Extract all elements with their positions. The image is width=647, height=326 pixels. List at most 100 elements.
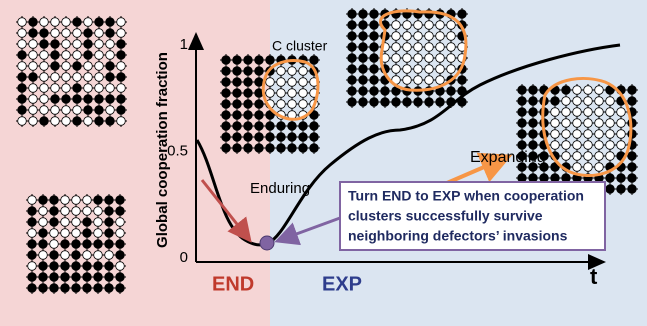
lattice-node bbox=[29, 51, 38, 60]
lattice-node bbox=[29, 29, 38, 38]
lattice-node bbox=[73, 73, 82, 82]
lattice-node bbox=[244, 67, 253, 76]
lattice-node bbox=[83, 273, 92, 282]
lattice-node bbox=[106, 106, 115, 115]
lattice-node bbox=[573, 108, 582, 117]
lattice-node bbox=[51, 40, 60, 49]
lattice-node bbox=[348, 76, 357, 85]
lattice-node bbox=[348, 98, 357, 107]
lattice-node bbox=[50, 262, 59, 271]
lattice-node bbox=[94, 218, 103, 227]
lattice-node bbox=[562, 108, 571, 117]
lattice-node bbox=[95, 84, 104, 93]
lattice-node bbox=[447, 87, 456, 96]
lattice-node bbox=[18, 84, 27, 93]
lattice-node bbox=[73, 95, 82, 104]
lattice-node bbox=[458, 76, 467, 85]
lattice-node bbox=[18, 51, 27, 60]
lattice-node bbox=[83, 207, 92, 216]
lattice-node bbox=[595, 152, 604, 161]
lattice-node bbox=[370, 98, 379, 107]
end-label: END bbox=[212, 273, 254, 295]
lattice-node bbox=[617, 108, 626, 117]
lattice-node bbox=[288, 133, 297, 142]
lattice-node bbox=[518, 86, 527, 95]
lattice-node bbox=[72, 240, 81, 249]
lattice-node bbox=[529, 141, 538, 150]
lattice-node bbox=[299, 144, 308, 153]
lattice-node bbox=[106, 73, 115, 82]
lattice-node bbox=[392, 54, 401, 63]
transition-point bbox=[260, 236, 274, 250]
lattice-node bbox=[73, 117, 82, 126]
lattice-node bbox=[233, 111, 242, 120]
lattice-node bbox=[73, 106, 82, 115]
lattice-node bbox=[436, 76, 445, 85]
lattice-node bbox=[116, 262, 125, 271]
lattice-node bbox=[266, 122, 275, 131]
lattice-node bbox=[28, 251, 37, 260]
lattice-node bbox=[18, 117, 27, 126]
lattice-node bbox=[62, 73, 71, 82]
lattice-node bbox=[51, 62, 60, 71]
lattice-node bbox=[28, 240, 37, 249]
lattice-node bbox=[51, 73, 60, 82]
lattice-node bbox=[40, 73, 49, 82]
lattice-node bbox=[117, 84, 126, 93]
lattice-node bbox=[299, 122, 308, 131]
lattice-node bbox=[51, 29, 60, 38]
lattice-node bbox=[72, 251, 81, 260]
lattice-node bbox=[95, 62, 104, 71]
lattice-node bbox=[518, 141, 527, 150]
lattice-node bbox=[61, 251, 70, 260]
lattice-node bbox=[233, 144, 242, 153]
lattice-node bbox=[106, 84, 115, 93]
lattice-node bbox=[29, 18, 38, 27]
lattice-node bbox=[348, 65, 357, 74]
lattice-node bbox=[628, 152, 637, 161]
lattice-node bbox=[244, 122, 253, 131]
lattice-node bbox=[436, 65, 445, 74]
lattice-node bbox=[595, 163, 604, 172]
lattice-node bbox=[447, 43, 456, 52]
lattice-node bbox=[628, 97, 637, 106]
lattice-node bbox=[95, 117, 104, 126]
lattice-node bbox=[62, 18, 71, 27]
lattice-node bbox=[562, 86, 571, 95]
lattice-node bbox=[105, 207, 114, 216]
lattice-node bbox=[359, 54, 368, 63]
lattice-node bbox=[403, 65, 412, 74]
lattice-node bbox=[18, 106, 27, 115]
lattice-node bbox=[348, 54, 357, 63]
lattice-node bbox=[436, 98, 445, 107]
lattice-node bbox=[39, 240, 48, 249]
lattice-node bbox=[233, 67, 242, 76]
lattice-node bbox=[95, 95, 104, 104]
lattice-node bbox=[116, 207, 125, 216]
lattice-node bbox=[288, 89, 297, 98]
lattice-node bbox=[117, 18, 126, 27]
lattice-node bbox=[73, 29, 82, 38]
callout-text: Turn END to EXP when cooperation bbox=[348, 188, 584, 204]
lattice-node bbox=[116, 273, 125, 282]
lattice-node bbox=[436, 43, 445, 52]
lattice-node bbox=[94, 284, 103, 293]
lattice-node bbox=[425, 98, 434, 107]
lattice-node bbox=[94, 273, 103, 282]
lattice-node bbox=[277, 100, 286, 109]
lattice-node bbox=[40, 62, 49, 71]
lattice-node bbox=[61, 240, 70, 249]
callout-text: clusters successfully survive bbox=[348, 208, 543, 224]
lattice-node bbox=[84, 18, 93, 27]
lattice-node bbox=[105, 251, 114, 260]
lattice-node bbox=[392, 43, 401, 52]
lattice-node bbox=[105, 229, 114, 238]
lattice-node bbox=[72, 273, 81, 282]
lattice-node bbox=[50, 284, 59, 293]
lattice-node bbox=[40, 117, 49, 126]
lattice-node bbox=[518, 97, 527, 106]
lattice-node bbox=[414, 43, 423, 52]
lattice-node bbox=[266, 133, 275, 142]
lattice-node bbox=[233, 89, 242, 98]
lattice-node bbox=[116, 218, 125, 227]
